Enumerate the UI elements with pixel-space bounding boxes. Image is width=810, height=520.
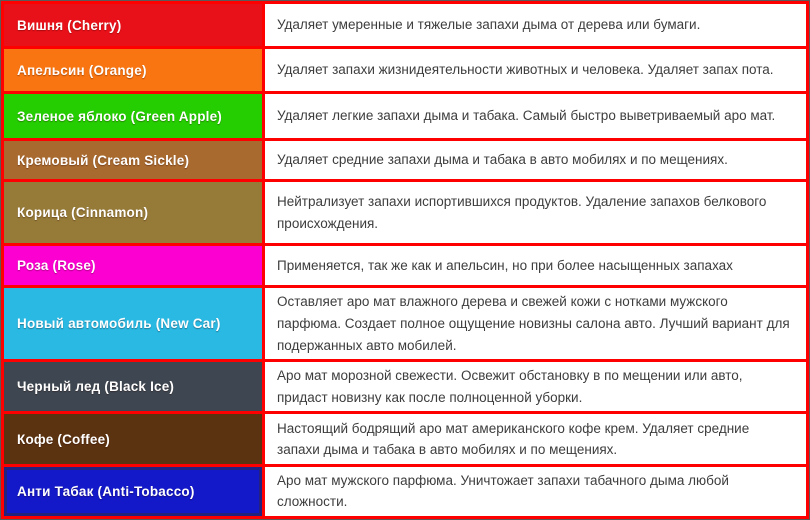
scent-label: Роза (Rose)	[17, 258, 96, 274]
table-row: Зеленое яблоко (Green Apple) Удаляет легк…	[1, 91, 809, 142]
description-cell: Оставляет аро мат влажного дерева и свеж…	[262, 285, 809, 363]
table-row: Вишня (Cherry) Удаляет умеренные и тяжелы…	[1, 1, 809, 50]
scent-cell: Черный лед (Black Ice)	[1, 359, 265, 415]
description-text: Применяется, так же как и апельсин, но п…	[277, 257, 733, 273]
scent-label: Черный лед (Black Ice)	[17, 379, 175, 395]
description-cell: Нейтрализует запахи испортившихся продук…	[262, 179, 809, 247]
description-text: Аро мат мужского парфюма. Уничтожает зап…	[277, 472, 729, 510]
scent-label: Апельсин (Orange)	[17, 62, 147, 78]
description-text: Нейтрализует запахи испортившихся продук…	[277, 194, 767, 231]
description-text: Аро мат морозной свежести. Освежит обста…	[277, 368, 743, 405]
scent-label: Корица (Cinnamon)	[17, 205, 149, 221]
description-text: Удаляет легкие запахи дыма и табака. Сам…	[277, 108, 776, 124]
description-text: Удаляет запахи жизнидеятельности животны…	[277, 62, 774, 78]
scent-cell: Кремовый (Cream Sickle)	[1, 138, 265, 183]
description-text: Настоящий бодрящий аро мат американского…	[277, 420, 750, 458]
scent-cell: Зеленое яблоко (Green Apple)	[1, 91, 265, 142]
description-cell: Аро мат мужского парфюма. Уничтожает зап…	[262, 463, 809, 519]
scent-cell: Корица (Cinnamon)	[1, 179, 265, 247]
table-row: Роза (Rose) Применяется, так же как и апе…	[1, 243, 809, 289]
description-cell: Удаляет умеренные и тяжелые запахи дыма …	[262, 1, 809, 50]
description-cell: Настоящий бодрящий аро мат американского…	[262, 411, 809, 467]
description-cell: Удаляет легкие запахи дыма и табака. Сам…	[262, 91, 809, 142]
scent-cell: Анти Табак (Anti-Tobacco)	[1, 463, 265, 519]
description-text: Оставляет аро мат влажного дерева и свеж…	[277, 294, 790, 353]
scent-label: Анти Табак (Anti-Tobacco)	[17, 483, 195, 499]
table-row: Черный лед (Black Ice) Аро мат морозной с…	[1, 359, 809, 415]
table-row: Анти Табак (Anti-Tobacco) Аро мат мужског…	[1, 463, 809, 519]
scent-label: Вишня (Cherry)	[17, 17, 122, 33]
description-text: Удаляет средние запахи дыма и табака в а…	[277, 152, 728, 168]
scent-cell: Вишня (Cherry)	[1, 1, 265, 50]
scent-cell: Апельсин (Orange)	[1, 46, 265, 95]
description-cell: Удаляет средние запахи дыма и табака в а…	[262, 138, 809, 183]
scent-label: Новый автомобиль (New Car)	[17, 316, 221, 332]
table-row: Кремовый (Cream Sickle) Удаляет средние з…	[1, 138, 809, 183]
table-row: Апельсин (Orange) Удаляет запахи жизнидея…	[1, 46, 809, 95]
description-cell: Применяется, так же как и апельсин, но п…	[262, 243, 809, 289]
table-row: Кофе (Coffee) Настоящий бодрящий аро мат …	[1, 411, 809, 467]
scent-label: Кремовый (Cream Sickle)	[17, 152, 190, 168]
scent-cell: Новый автомобиль (New Car)	[1, 285, 265, 363]
scent-label: Кофе (Coffee)	[17, 431, 110, 447]
description-text: Удаляет умеренные и тяжелые запахи дыма …	[277, 17, 701, 33]
scent-cell: Кофе (Coffee)	[1, 411, 265, 467]
table-row: Корица (Cinnamon) Нейтрализует запахи исп…	[1, 179, 809, 247]
description-cell: Аро мат морозной свежести. Освежит обста…	[262, 359, 809, 415]
scent-cell: Роза (Rose)	[1, 243, 265, 289]
table-row: Новый автомобиль (New Car) Оставляет аро …	[1, 285, 809, 363]
scent-label: Зеленое яблоко (Green Apple)	[17, 108, 222, 124]
description-cell: Удаляет запахи жизнидеятельности животны…	[262, 46, 809, 95]
